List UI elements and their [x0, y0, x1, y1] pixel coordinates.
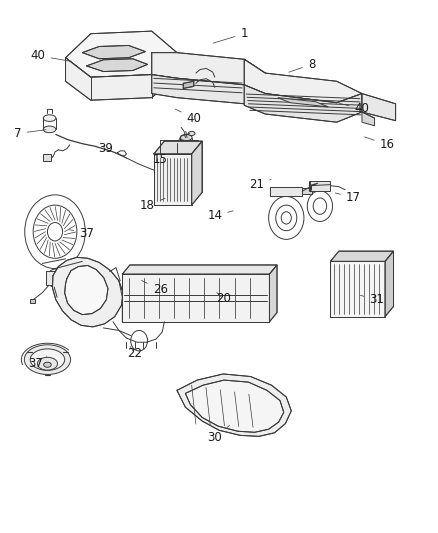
Polygon shape [177, 374, 291, 437]
Polygon shape [385, 251, 393, 317]
Text: 40: 40 [175, 109, 201, 125]
Text: 14: 14 [207, 209, 233, 222]
Text: 26: 26 [141, 280, 168, 296]
Polygon shape [185, 380, 284, 432]
Polygon shape [330, 251, 393, 261]
Polygon shape [192, 141, 202, 205]
Text: 22: 22 [127, 346, 142, 360]
Text: 17: 17 [335, 191, 361, 204]
Polygon shape [154, 154, 192, 205]
Text: 31: 31 [360, 293, 384, 306]
Ellipse shape [30, 349, 65, 370]
Polygon shape [122, 265, 277, 274]
Polygon shape [66, 53, 177, 100]
Ellipse shape [43, 115, 56, 122]
Polygon shape [87, 59, 148, 71]
Text: 37: 37 [70, 227, 94, 240]
Polygon shape [65, 265, 108, 314]
Text: 15: 15 [153, 152, 174, 166]
Polygon shape [244, 85, 362, 122]
Ellipse shape [188, 132, 195, 135]
Text: 37: 37 [28, 356, 46, 370]
Text: 40: 40 [339, 102, 369, 116]
Text: 16: 16 [364, 137, 395, 151]
Polygon shape [164, 141, 202, 192]
Ellipse shape [180, 134, 192, 141]
Polygon shape [122, 274, 269, 322]
Text: 18: 18 [140, 198, 165, 212]
Text: 1: 1 [213, 27, 248, 43]
Polygon shape [53, 257, 123, 327]
Polygon shape [339, 251, 393, 306]
Polygon shape [278, 98, 328, 107]
Polygon shape [30, 299, 35, 303]
Text: 30: 30 [208, 425, 230, 445]
Ellipse shape [43, 126, 56, 133]
Polygon shape [43, 154, 51, 161]
Polygon shape [362, 94, 396, 120]
Text: 21: 21 [249, 178, 271, 191]
Text: 39: 39 [98, 142, 117, 155]
Polygon shape [154, 141, 202, 154]
Ellipse shape [25, 345, 71, 375]
Ellipse shape [37, 357, 57, 370]
Polygon shape [270, 187, 302, 196]
Text: 40: 40 [31, 49, 71, 62]
Polygon shape [330, 261, 385, 317]
Text: 8: 8 [289, 58, 315, 72]
Text: 7: 7 [14, 127, 46, 140]
Polygon shape [46, 271, 64, 286]
Ellipse shape [44, 362, 51, 367]
Polygon shape [244, 59, 362, 103]
Polygon shape [183, 81, 194, 88]
Polygon shape [362, 112, 374, 126]
Polygon shape [152, 73, 265, 104]
Polygon shape [152, 53, 265, 85]
Text: 20: 20 [216, 292, 231, 305]
Polygon shape [302, 188, 311, 195]
Polygon shape [269, 265, 277, 322]
Polygon shape [309, 181, 330, 191]
Polygon shape [82, 45, 145, 59]
Polygon shape [66, 31, 177, 77]
Polygon shape [175, 140, 198, 153]
